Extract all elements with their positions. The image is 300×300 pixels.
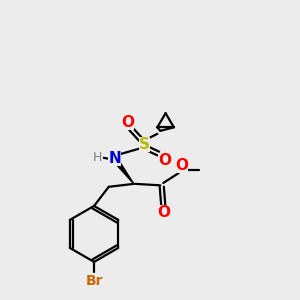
Text: O: O — [175, 158, 188, 173]
Text: O: O — [122, 115, 134, 130]
Text: O: O — [157, 205, 170, 220]
Text: O: O — [158, 153, 171, 168]
Polygon shape — [112, 157, 134, 184]
Text: N: N — [108, 151, 121, 166]
Text: H: H — [93, 151, 103, 164]
Text: Br: Br — [85, 274, 103, 288]
Text: S: S — [139, 136, 150, 152]
